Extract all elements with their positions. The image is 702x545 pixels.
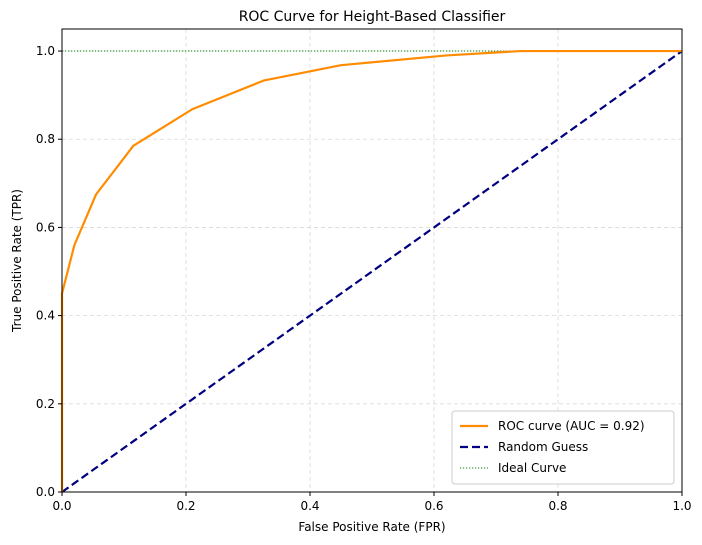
- y-axis-label: True Positive Rate (TPR): [10, 189, 24, 333]
- legend-entry-label: Random Guess: [498, 440, 588, 454]
- series-line-dashed: [61, 50, 683, 493]
- x-axis-label: False Positive Rate (FPR): [298, 520, 445, 534]
- y-tick-label: 0.8: [36, 132, 55, 146]
- axis-ticks: 0.0 0.2 0.4 0.6 0.8 1.0 0.0 0.2 0.4 0.6 0.8 1.0: [36, 44, 692, 513]
- x-tick-label: 0.4: [300, 499, 319, 513]
- legend-entry-label: ROC curve (AUC = 0.92): [498, 419, 645, 433]
- y-tick-label: 1.0: [36, 44, 55, 58]
- x-tick-label: 1.0: [672, 499, 691, 513]
- legend-entry-label: Ideal Curve: [498, 461, 566, 475]
- y-tick-label: 0.4: [36, 309, 55, 323]
- x-tick-label: 0.2: [176, 499, 195, 513]
- x-tick-label: 0.6: [424, 499, 443, 513]
- x-tick-label: 0.8: [548, 499, 567, 513]
- legend-box: [451, 410, 675, 485]
- y-tick-label: 0.6: [36, 220, 55, 234]
- x-tick-label: 0.0: [52, 499, 71, 513]
- chart-title: ROC Curve for Height-Based Classifier: [239, 9, 506, 25]
- y-tick-label: 0.0: [36, 485, 55, 499]
- legend: ROC curve (AUC = 0.92) Random Guess Ideal …: [451, 410, 675, 485]
- plot-frame: [61, 28, 683, 493]
- y-tick-label: 0.2: [36, 397, 55, 411]
